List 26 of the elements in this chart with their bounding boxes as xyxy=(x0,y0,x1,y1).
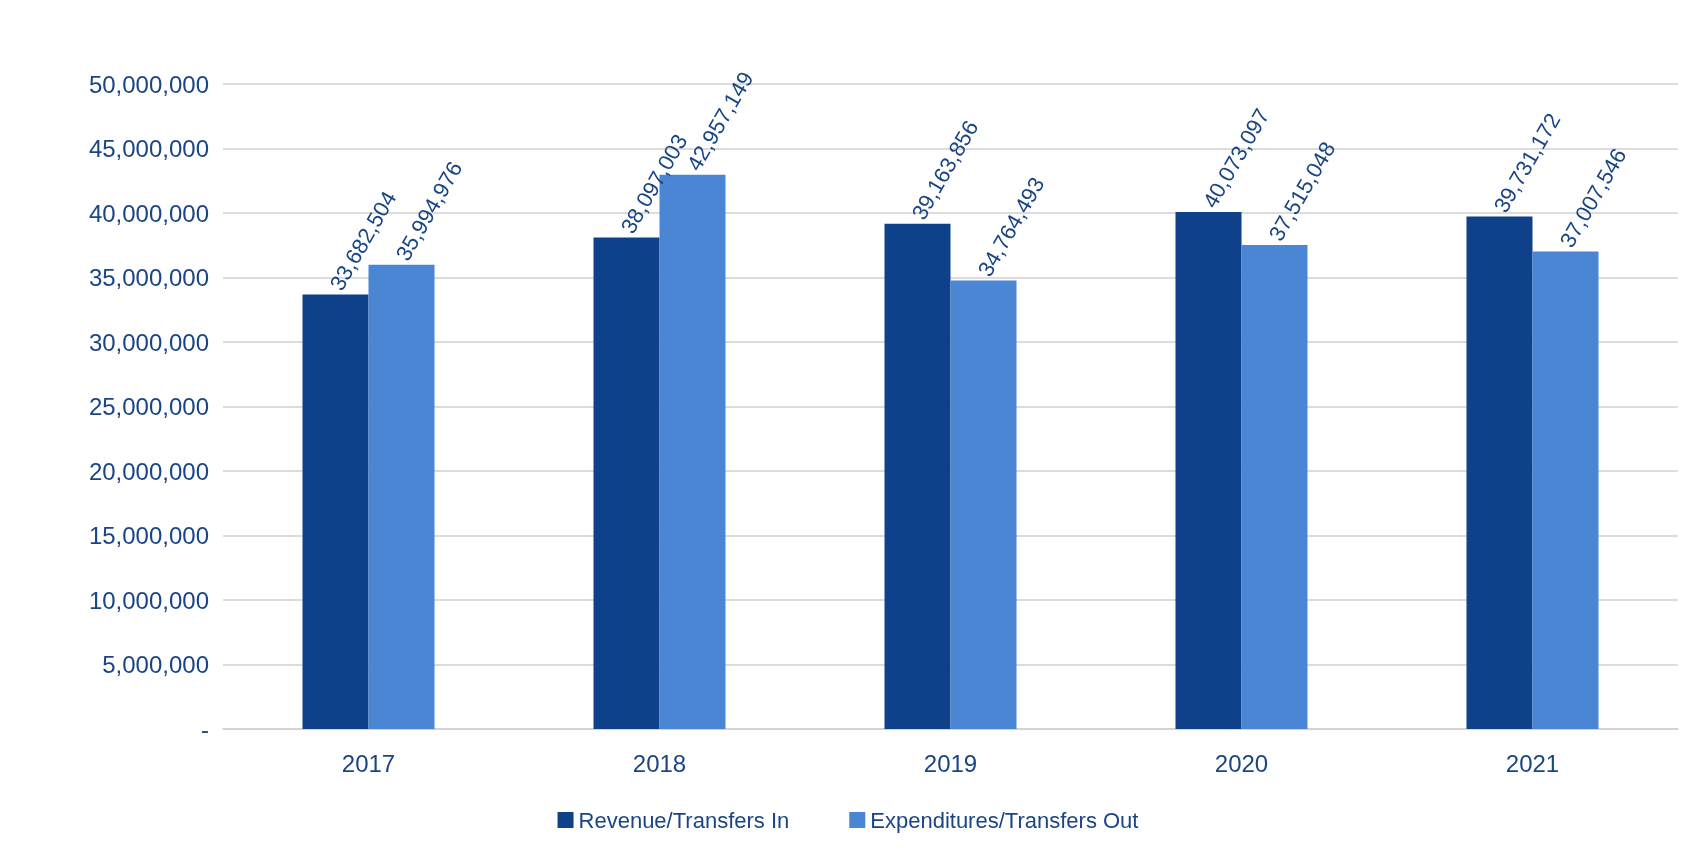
bar xyxy=(884,223,951,729)
y-tick-label: 40,000,000 xyxy=(88,199,209,227)
y-tick-label: 10,000,000 xyxy=(88,586,209,614)
x-tick-label: 2020 xyxy=(1214,749,1269,777)
legend-label: Expenditures/Transfers Out xyxy=(870,807,1139,833)
y-tick-label: 50,000,000 xyxy=(88,70,209,98)
y-tick-label: 5,000,000 xyxy=(102,651,209,678)
bar xyxy=(593,237,660,729)
y-tick-label: - xyxy=(201,715,209,743)
x-tick-label: 2021 xyxy=(1505,749,1560,777)
y-tick-label: 20,000,000 xyxy=(88,457,209,485)
bar xyxy=(1175,212,1242,729)
bar xyxy=(1466,216,1533,729)
y-tick-label: 45,000,000 xyxy=(88,135,209,162)
bar xyxy=(302,294,369,729)
x-tick-label: 2019 xyxy=(923,749,978,777)
bar xyxy=(1532,251,1599,729)
legend-label: Revenue/Transfers In xyxy=(578,807,790,833)
bar xyxy=(950,280,1017,729)
y-tick-label: 35,000,000 xyxy=(88,264,209,291)
x-tick-label: 2017 xyxy=(341,749,396,777)
x-tick-label: 2018 xyxy=(632,749,687,777)
y-tick-label: 30,000,000 xyxy=(88,328,209,356)
y-tick-label: 25,000,000 xyxy=(88,393,209,420)
y-tick-label: 15,000,000 xyxy=(88,522,209,549)
bar xyxy=(1241,245,1308,729)
